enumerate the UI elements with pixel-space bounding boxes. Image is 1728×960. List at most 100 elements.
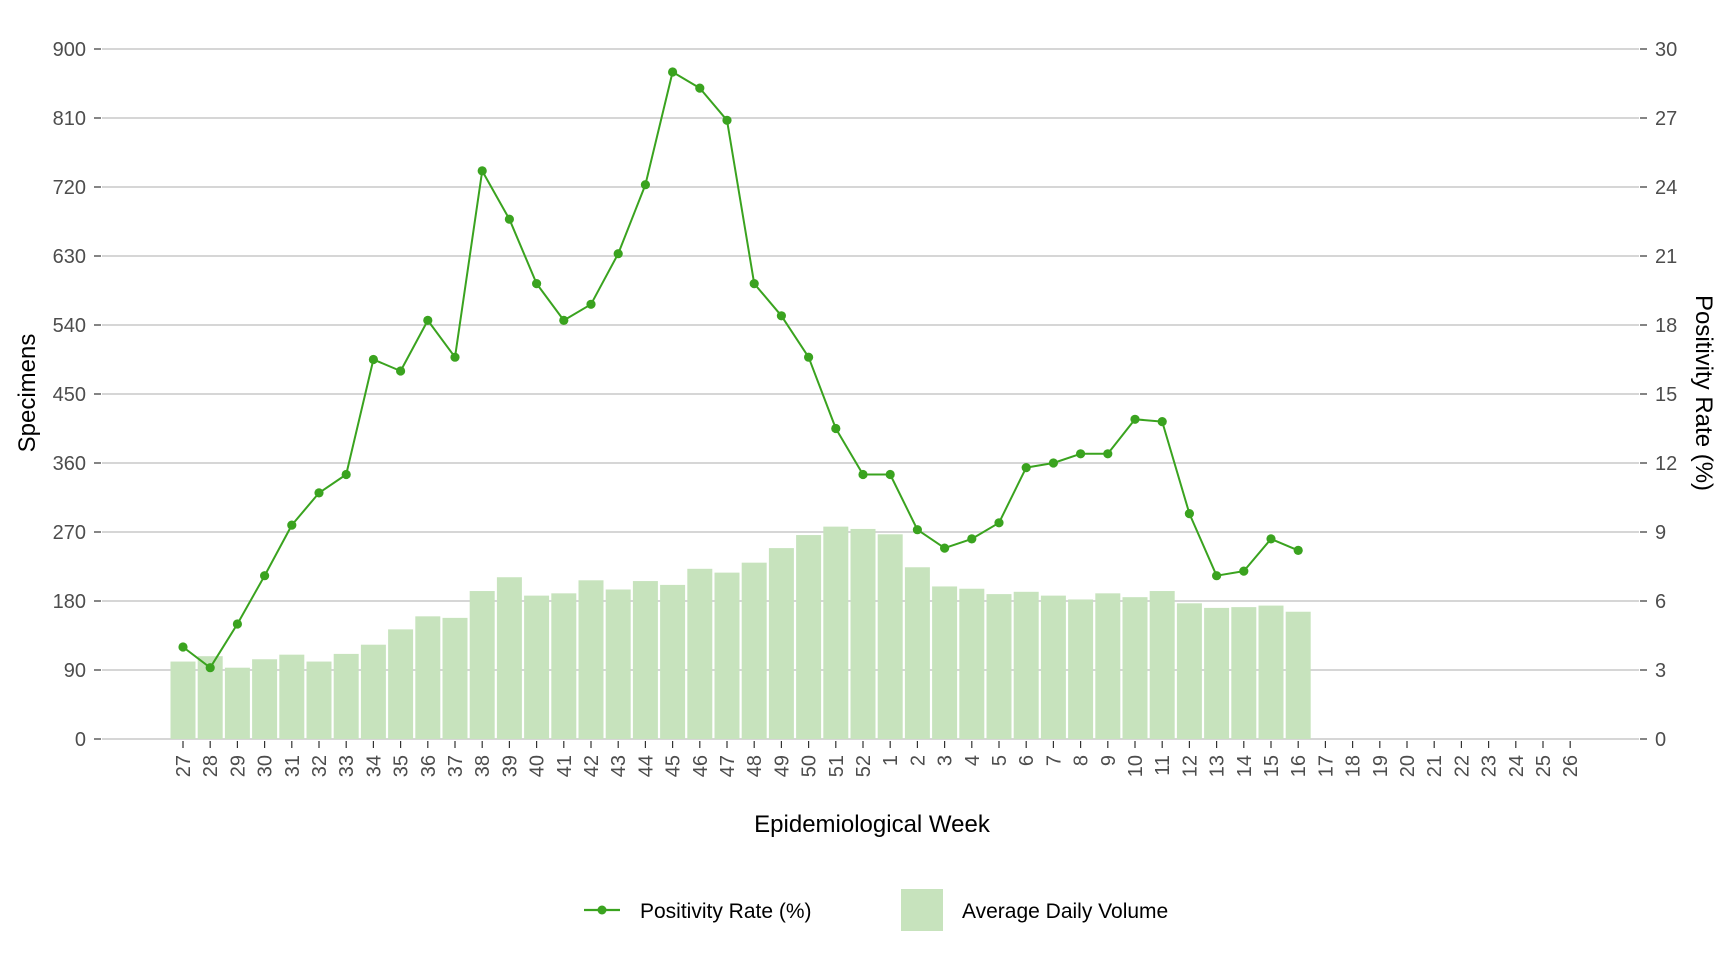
bar [714,572,740,739]
x-tick-label: 47 [717,755,739,777]
x-tick-label: 17 [1315,755,1337,777]
left-tick-label: 90 [64,660,86,682]
line-point [994,518,1004,528]
right-tick-label: 18 [1655,315,1677,337]
left-y-axis: 0 90 180 270 360 450 540 630 720 810 900 [53,39,101,751]
bar-series [170,526,1311,739]
x-tick-label: 32 [309,755,331,777]
right-tick-label: 0 [1655,729,1666,751]
right-y-axis-title: Positivity Rate (%) [1690,295,1717,491]
bar [1285,611,1311,739]
line-point [776,311,787,321]
x-tick-label: 35 [391,755,413,777]
x-tick-label: 12 [1179,755,1201,777]
right-tick-label: 6 [1655,591,1666,613]
line-point [586,299,596,309]
line-point [1103,449,1113,459]
x-tick-label: 22 [1451,755,1473,777]
left-tick-label: 450 [53,384,86,406]
x-tick-label: 39 [499,755,521,777]
x-tick-label: 52 [853,755,875,777]
legend: Positivity Rate (%) Average Daily Volume [584,889,1168,931]
x-tick-label: 24 [1506,755,1528,777]
x-tick-label: 20 [1397,755,1419,777]
x-tick-label: 19 [1370,755,1392,777]
left-tick-label: 360 [53,453,86,475]
left-tick-label: 0 [75,729,86,751]
x-tick-label: 18 [1343,755,1365,777]
line-point [1157,417,1167,427]
line-point [477,166,487,176]
bar [605,589,631,739]
x-tick-label: 51 [826,755,848,777]
line-point [1239,566,1249,576]
line-series [178,67,1303,673]
bar [823,526,849,739]
bar [1258,605,1284,739]
line-point [368,354,378,365]
right-tick-label: 21 [1655,246,1677,268]
x-tick-label: 40 [527,755,549,777]
left-tick-label: 540 [53,315,86,337]
line-point [858,469,868,480]
line-point [287,520,297,530]
line-point [232,619,242,629]
x-tick-label: 37 [445,755,467,777]
x-tick-label: 45 [663,755,685,777]
bar [1068,599,1094,739]
x-tick-label: 10 [1125,755,1147,777]
bar [1040,595,1066,739]
bar [1122,597,1148,739]
left-tick-label: 900 [53,39,86,61]
x-tick-label: 36 [418,755,440,777]
line-point [668,67,678,77]
bar [360,644,386,739]
x-tick-label: 44 [635,755,657,777]
line-point [314,488,324,498]
x-tick-label: 34 [363,755,385,777]
x-tick-label: 31 [282,755,304,777]
line-point [749,279,759,289]
right-tick-label: 12 [1655,453,1677,475]
x-tick-label: 42 [581,755,603,777]
bar [388,629,414,739]
bar [224,667,250,739]
x-tick-label: 3 [935,755,957,766]
legend-point-swatch [597,905,607,915]
line-point [1021,463,1031,473]
line-point [967,534,977,544]
x-tick-label: 48 [744,755,766,777]
bar [578,580,604,739]
x-tick-label: 43 [608,755,630,777]
line-point [1266,534,1276,544]
right-tick-label: 3 [1655,660,1666,682]
line-point [396,366,406,376]
bar [1231,607,1257,739]
line-point [613,249,623,259]
line-point [1212,571,1222,581]
line-point [804,352,814,362]
left-tick-label: 810 [53,108,86,130]
x-axis-title: Epidemiological Week [754,811,991,838]
bar [687,568,713,739]
right-tick-label: 30 [1655,39,1677,61]
x-tick-label: 26 [1560,755,1582,777]
left-y-axis-title: Specimens [14,334,41,453]
bar [877,534,903,739]
bar [1149,591,1175,739]
x-tick-label: 27 [173,755,195,777]
x-tick-label: 50 [799,755,821,777]
line-point [1184,508,1194,519]
x-tick-label: 30 [255,755,277,777]
bar [768,548,794,739]
x-tick-label: 16 [1288,755,1310,777]
bar [442,617,468,739]
x-tick-label: 11 [1152,755,1174,776]
bar [959,588,985,739]
line-point [205,663,215,673]
bar [524,595,550,739]
x-tick-label: 33 [336,755,358,777]
x-axis: 27 28 29 30 31 32 33 34 35 36 37 38 39 40 41 42 43 44 45 46… [173,741,1582,777]
left-tick-label: 180 [53,591,86,613]
